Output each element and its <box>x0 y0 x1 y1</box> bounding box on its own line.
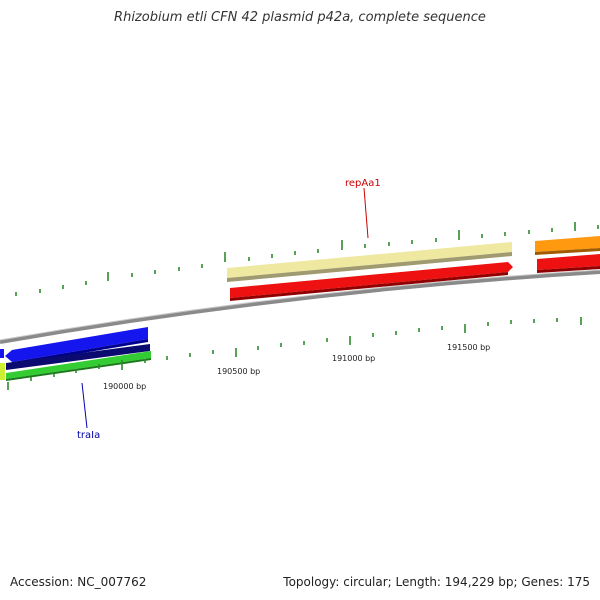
feature-khaki-bar[interactable] <box>227 242 512 282</box>
gene-label-repAa1[interactable]: repAa1 <box>345 178 381 189</box>
feature-navy-bar[interactable] <box>6 344 150 370</box>
repAa1-leader-line <box>363 187 369 239</box>
feature-red-bar-right[interactable] <box>537 254 600 273</box>
inner-tick-row <box>7 317 582 390</box>
feature-red-arrow[interactable] <box>230 262 513 301</box>
gene-label-traIa[interactable]: traIa <box>77 430 100 441</box>
feature-yellow-bar[interactable] <box>0 363 5 380</box>
page-title: Rhizobium etli CFN 42 plasmid p42a, comp… <box>114 10 486 25</box>
position-label-191000: 191000 bp <box>332 354 375 363</box>
sequence-backbone <box>0 270 600 344</box>
feature-green-bar[interactable] <box>6 351 151 381</box>
position-label-191500: 191500 bp <box>447 343 490 352</box>
traIa-leader-line <box>81 382 88 429</box>
outer-tick-row <box>15 222 599 296</box>
sequence-summary-text: Topology: circular; Length: 194,229 bp; … <box>283 575 590 589</box>
feature-orange-bar[interactable] <box>535 236 600 255</box>
position-label-190000: 190000 bp <box>103 382 146 391</box>
position-label-190500: 190500 bp <box>217 367 260 376</box>
accession-text: Accession: NC_007762 <box>10 575 147 589</box>
